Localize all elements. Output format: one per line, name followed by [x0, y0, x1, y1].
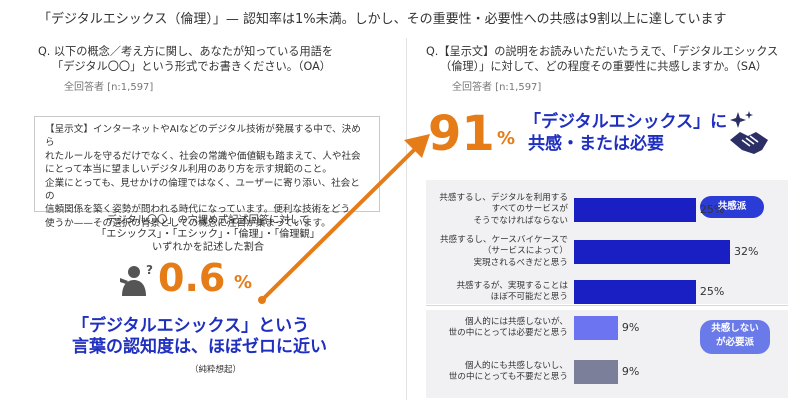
bar-category-label: 共感するが、実現することは ほぼ不可能だと思う	[456, 281, 568, 304]
group-divider	[426, 305, 788, 306]
bar-category-line: 個人的にも共感しないし、	[464, 360, 568, 371]
card-line: 【呈示文】インターネットやAIなどのデジタル技術が発展する中で、決めら	[45, 124, 361, 149]
left-note: （純粋想起）	[190, 365, 242, 375]
bar-category-line: そうでなければならない	[473, 215, 568, 226]
center-divider	[406, 38, 407, 400]
bar	[574, 280, 696, 304]
right-respondents: 全回答者 [n:1,597]	[452, 82, 542, 93]
bar-value-label: 32%	[734, 245, 759, 258]
right-headline-line2: 共感・または必要	[528, 134, 664, 154]
card-line: にとって本当に望ましいデジタル利用のあり方を示す規範のこと。	[45, 164, 332, 176]
bar-category-line: 世の中にとっては必要だと思う	[448, 328, 568, 338]
right-big-value: 91	[428, 106, 495, 162]
bar-category-label: 共感するし、デジタルを利用する すべてのサービスが そうでなければならない	[439, 193, 568, 227]
nonempathy-tag-line: が必要派	[715, 337, 754, 348]
bar-category-label: 個人的にも共感しないし、 世の中にとっても不要だと思う	[449, 361, 568, 384]
empathy-bar-chart: 共感するし、デジタルを利用する すべてのサービスが そうでなければならない 25% 共感…	[426, 180, 788, 400]
left-headline-line1: 「デジタルエシックス」という	[72, 316, 310, 336]
bar-category-line: すべてのサービスが	[491, 204, 568, 215]
right-big-pct: %	[497, 128, 516, 149]
left-question-line1: Q. 以下の概念／考え方に関し、あなたが知っている用語を	[38, 45, 334, 58]
mid-line: 「エシックス」・「エシック」・「倫理」・「倫理観」	[96, 228, 320, 240]
left-big-value: 0.6	[158, 256, 226, 300]
card-line: 信頼関係を築く姿勢が問われる時代になっています。便利な技術をどう	[45, 204, 351, 216]
bar-value-label: 25%	[699, 285, 725, 298]
bar-category-line: 共感するし、ケースバイケースで	[439, 234, 568, 245]
card-line: れたルールを守るだけでなく、社会の常識や価値観も踏まえて、人や社会	[45, 150, 361, 162]
bar	[574, 198, 696, 222]
bar	[574, 316, 618, 340]
mid-explanation: デジタル〇〇」の穴埋め式記述回答に対して 「エシックス」・「エシック」・「倫理」…	[78, 214, 338, 255]
bar-value-label: 9%	[621, 365, 640, 378]
presented-text-card: 【呈示文】インターネットやAIなどのデジタル技術が発展する中で、決めら れたルー…	[34, 116, 380, 229]
bar-category-label: 共感するし、ケースバイケースで （サービスによって） 実現されるべきだと思う	[440, 235, 568, 269]
bar-category-line: 世の中にとっても不要だと思う	[448, 372, 568, 382]
handshake-icon	[730, 111, 768, 154]
bar	[574, 240, 730, 264]
bar-category-line: 個人的には共感しないが、	[465, 316, 568, 327]
bar-value-label: 9%	[621, 321, 640, 334]
nonempathy-tag-line: 共感しない	[711, 323, 759, 334]
nonempathy-tag: 共感しない が必要派	[700, 320, 770, 354]
page-headline: 「デジタルエシックス（倫理）」— 認知率は1%未満。しかし、その重要性・必要性へ…	[38, 12, 727, 27]
right-question-line1: Q.【呈示文】の説明をお読みいただいたうえで、「デジタルエシックス	[426, 45, 779, 58]
thinking-person-icon: ?	[120, 263, 153, 296]
bar-category-line: ほぼ不可能だと思う	[490, 292, 568, 302]
left-question-line2: 「デジタル〇〇」という形式でお書きください。（OA）	[52, 60, 331, 73]
empathy-tag: 共感派	[700, 196, 764, 218]
right-question-line2: （倫理）」に対して、どの程度その重要性に共感しますか。（SA）	[440, 60, 768, 73]
mid-line: いずれかを記述した割合	[151, 242, 265, 254]
card-line: 企業にとっても、見せかけの倫理ではなく、ユーザーに寄り添い、社会との	[45, 177, 360, 203]
bar-category-line: 実現されるべきだと思う	[473, 257, 568, 268]
right-headline-line1: 「デジタルエシックス」に	[524, 112, 728, 132]
bar-category-label: 個人的には共感しないが、 世の中にとっては必要だと思う	[449, 317, 568, 340]
bar-category-line: （サービスによって）	[482, 246, 568, 257]
left-respondents: 全回答者 [n:1,597]	[64, 82, 154, 93]
mid-line: デジタル〇〇」の穴埋め式記述回答に対して	[106, 215, 310, 226]
bar-category-line: 共感するが、実現することは	[456, 280, 568, 291]
bar	[574, 360, 618, 384]
bar-value-label: 25%	[699, 203, 725, 216]
left-big-pct: %	[234, 272, 253, 293]
card-line: 使うか——その選択の背景としての概念に注目が集まっています。	[45, 217, 331, 229]
left-headline-line2: 言葉の認知度は、ほぼゼロに近い	[72, 337, 327, 357]
bar-category-line: 共感するし、デジタルを利用する	[439, 192, 568, 203]
svg-text:?: ?	[146, 263, 153, 277]
